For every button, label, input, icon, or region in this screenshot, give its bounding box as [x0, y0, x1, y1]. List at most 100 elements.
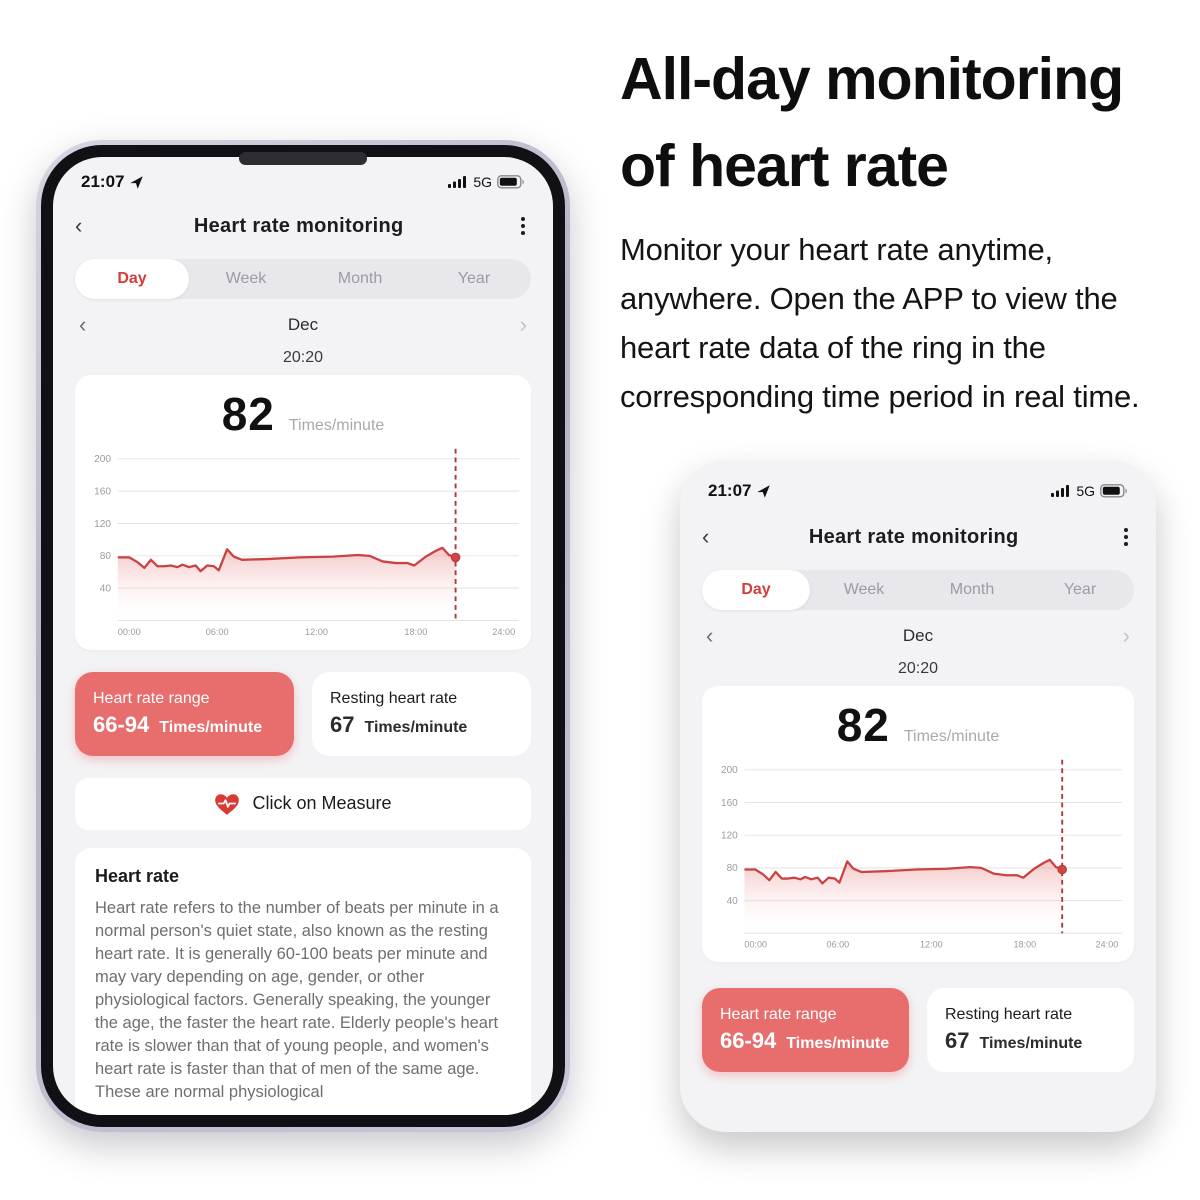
- svg-text:00:00: 00:00: [118, 627, 141, 637]
- marketing-body: Monitor your heart rate anytime, anywher…: [620, 231, 1140, 414]
- signal-icon: [448, 176, 467, 188]
- tab-day[interactable]: Day: [702, 570, 810, 610]
- svg-text:120: 120: [94, 519, 111, 530]
- summary-cards: Heart rate range 66-94 Times/minute Rest…: [75, 671, 531, 756]
- heart-rate-range-card[interactable]: Heart rate range 66-94 Times/minute: [75, 671, 294, 756]
- date-label: Dec: [287, 315, 319, 334]
- menu-kebab-icon[interactable]: [515, 213, 531, 239]
- date-label: Dec: [902, 626, 934, 645]
- location-arrow-icon: [130, 175, 144, 189]
- svg-text:24:00: 24:00: [1096, 940, 1119, 950]
- heart-pulse-icon: [215, 793, 240, 815]
- right-phone-panel: 21:07 5G ‹ Heart rate monitoring: [680, 460, 1156, 1132]
- svg-text:18:00: 18:00: [1013, 940, 1036, 950]
- reading-time: 20:20: [897, 660, 939, 677]
- heart-rate-unit: Times/minute: [903, 728, 1000, 745]
- svg-text:06:00: 06:00: [206, 627, 229, 637]
- heart-rate-unit: Times/minute: [288, 417, 385, 434]
- svg-text:06:00: 06:00: [827, 940, 850, 950]
- measure-button[interactable]: Click on Measure: [75, 777, 531, 830]
- range-unit: Times/minute: [159, 718, 263, 736]
- phone-notch: [239, 152, 367, 165]
- battery-icon: [1100, 484, 1127, 498]
- heart-rate-chart[interactable]: 40 80 120 160 200 00:00 06:00 12:00 18:00 24:00: [712, 754, 1124, 956]
- prev-date-icon[interactable]: ‹: [706, 623, 714, 648]
- resting-title: Resting heart rate: [945, 1006, 1073, 1024]
- heart-rate-chart[interactable]: 40 80 120 160 200 00:00 06:00 12:00 18:00 24:00: [85, 443, 521, 644]
- svg-text:80: 80: [727, 863, 739, 874]
- range-unit: Times/minute: [786, 1035, 890, 1053]
- marketing-headline: All-day monitoring of heart rate: [620, 46, 1124, 200]
- app-header: ‹ Heart rate monitoring: [702, 514, 1134, 560]
- tab-day[interactable]: Day: [75, 259, 189, 299]
- left-phone: 21:07 5G: [36, 140, 570, 1132]
- resting-unit: Times/minute: [979, 1035, 1083, 1053]
- range-title: Heart rate range: [93, 689, 210, 707]
- info-body: Heart rate refers to the number of beats…: [95, 898, 499, 1101]
- range-value: 66-94: [720, 1028, 777, 1054]
- tab-week[interactable]: Week: [843, 581, 885, 598]
- tab-year[interactable]: Year: [1063, 581, 1097, 598]
- heart-rate-info-card: Heart rate Heart rate refers to the numb…: [75, 847, 531, 1115]
- phone-bezel: 21:07 5G: [41, 145, 565, 1127]
- tab-month[interactable]: Month: [949, 581, 995, 598]
- resting-title: Resting heart rate: [330, 689, 458, 707]
- tab-month[interactable]: Month: [337, 270, 383, 287]
- date-nav: ‹ Dec ›: [75, 305, 531, 345]
- current-reading: 82 Times/minute: [85, 387, 521, 441]
- svg-text:120: 120: [721, 831, 738, 842]
- svg-text:00:00: 00:00: [744, 940, 767, 950]
- marketing-block: All-day monitoring of heart rate Monitor…: [620, 36, 1186, 421]
- svg-text:40: 40: [727, 896, 739, 907]
- location-arrow-icon: [757, 484, 771, 498]
- tab-year[interactable]: Year: [457, 270, 491, 287]
- resting-value: 67: [330, 711, 355, 737]
- heart-rate-value: 82: [221, 388, 275, 440]
- svg-text:12:00: 12:00: [920, 940, 943, 950]
- range-title: Heart rate range: [720, 1006, 837, 1024]
- svg-text:18:00: 18:00: [404, 627, 427, 637]
- signal-icon: [1051, 485, 1070, 497]
- menu-kebab-icon[interactable]: [1118, 524, 1134, 550]
- left-phone-screen: 21:07 5G: [53, 157, 553, 1115]
- summary-cards: Heart rate range 66-94 Times/minute Rest…: [702, 988, 1134, 1073]
- resting-unit: Times/minute: [364, 718, 468, 736]
- svg-text:80: 80: [100, 551, 112, 562]
- period-tabbar: Day Week Month Year: [75, 259, 531, 299]
- chart-card: 82 Times/minute 40 80 120 160 200 00:00 06:00 1…: [702, 686, 1134, 963]
- resting-value: 67: [945, 1028, 970, 1054]
- resting-heart-rate-card[interactable]: Resting heart rate 67 Times/minute: [927, 988, 1134, 1073]
- battery-icon: [497, 175, 524, 189]
- svg-text:12:00: 12:00: [305, 627, 328, 637]
- back-icon[interactable]: ‹: [702, 524, 710, 549]
- svg-text:24:00: 24:00: [492, 627, 515, 637]
- info-title: Heart rate: [95, 865, 180, 886]
- range-value: 66-94: [93, 711, 150, 737]
- period-tabbar: Day Week Month Year: [702, 570, 1134, 610]
- status-bar: 21:07 5G: [702, 476, 1134, 506]
- reading-time: 20:20: [282, 349, 324, 366]
- status-time: 21:07: [708, 481, 752, 500]
- date-nav: ‹ Dec ›: [702, 616, 1134, 656]
- next-date-icon[interactable]: ›: [1122, 623, 1130, 648]
- status-time: 21:07: [81, 172, 125, 191]
- network-label: 5G: [1076, 483, 1095, 499]
- svg-text:200: 200: [94, 454, 111, 465]
- back-icon[interactable]: ‹: [75, 213, 83, 238]
- chart-card: 82 Times/minute 40 80 120 160 200 00:00 06:00 1…: [75, 375, 531, 650]
- svg-text:200: 200: [721, 765, 738, 776]
- app-header: ‹ Heart rate monitoring: [75, 203, 531, 249]
- page-title: Heart rate monitoring: [808, 525, 1019, 548]
- next-date-icon[interactable]: ›: [519, 312, 527, 337]
- network-label: 5G: [473, 174, 492, 190]
- svg-text:40: 40: [100, 584, 112, 595]
- current-reading: 82 Times/minute: [712, 698, 1124, 752]
- tab-week[interactable]: Week: [225, 270, 267, 287]
- heart-rate-value: 82: [836, 699, 890, 751]
- svg-text:160: 160: [94, 487, 111, 498]
- resting-heart-rate-card[interactable]: Resting heart rate 67 Times/minute: [312, 671, 531, 756]
- heart-rate-range-card[interactable]: Heart rate range 66-94 Times/minute: [702, 988, 909, 1073]
- status-bar: 21:07 5G: [75, 167, 531, 197]
- prev-date-icon[interactable]: ‹: [79, 312, 87, 337]
